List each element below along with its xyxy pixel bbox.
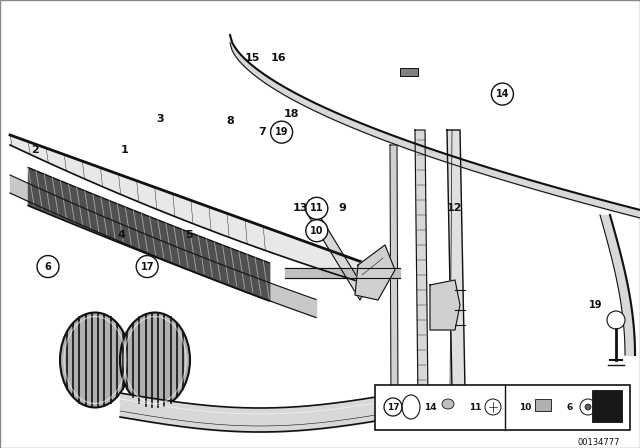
Text: 5: 5	[185, 230, 193, 240]
Text: 15: 15	[245, 53, 260, 63]
Text: 8: 8	[227, 116, 234, 126]
Text: 6: 6	[567, 402, 573, 412]
Ellipse shape	[442, 399, 454, 409]
Circle shape	[271, 121, 292, 143]
Text: 14: 14	[495, 89, 509, 99]
Ellipse shape	[120, 313, 190, 408]
Circle shape	[607, 311, 625, 329]
Text: 19: 19	[589, 300, 603, 310]
Text: 18: 18	[284, 109, 299, 119]
Bar	[592, 390, 622, 422]
Circle shape	[384, 398, 402, 416]
Text: 13: 13	[293, 203, 308, 213]
Circle shape	[492, 83, 513, 105]
Text: 00134777: 00134777	[577, 438, 620, 447]
Bar	[400, 68, 418, 76]
Circle shape	[306, 197, 328, 220]
Ellipse shape	[60, 313, 130, 408]
Text: 19: 19	[275, 127, 289, 137]
Text: 11: 11	[310, 203, 324, 213]
Text: 3: 3	[156, 114, 164, 124]
Text: 10: 10	[310, 226, 324, 236]
Bar	[535, 399, 551, 411]
Bar	[375, 385, 630, 430]
Text: 14: 14	[424, 402, 436, 412]
Text: 11: 11	[468, 402, 481, 412]
Polygon shape	[355, 245, 395, 300]
Polygon shape	[305, 200, 365, 300]
Text: 9: 9	[339, 203, 346, 213]
Polygon shape	[447, 130, 465, 390]
Text: 10: 10	[519, 402, 531, 412]
Circle shape	[585, 404, 591, 410]
Text: 17: 17	[387, 402, 399, 412]
Circle shape	[37, 255, 59, 278]
Text: 4: 4	[118, 230, 125, 240]
Text: 1: 1	[121, 145, 129, 155]
Text: 6: 6	[45, 262, 51, 271]
Circle shape	[136, 255, 158, 278]
Text: 12: 12	[447, 203, 462, 213]
Text: 2: 2	[31, 145, 39, 155]
Polygon shape	[430, 280, 460, 330]
Text: 16: 16	[271, 53, 286, 63]
Polygon shape	[390, 145, 398, 405]
Circle shape	[306, 220, 328, 242]
Text: 7: 7	[259, 127, 266, 137]
Text: 17: 17	[140, 262, 154, 271]
Polygon shape	[415, 130, 428, 400]
